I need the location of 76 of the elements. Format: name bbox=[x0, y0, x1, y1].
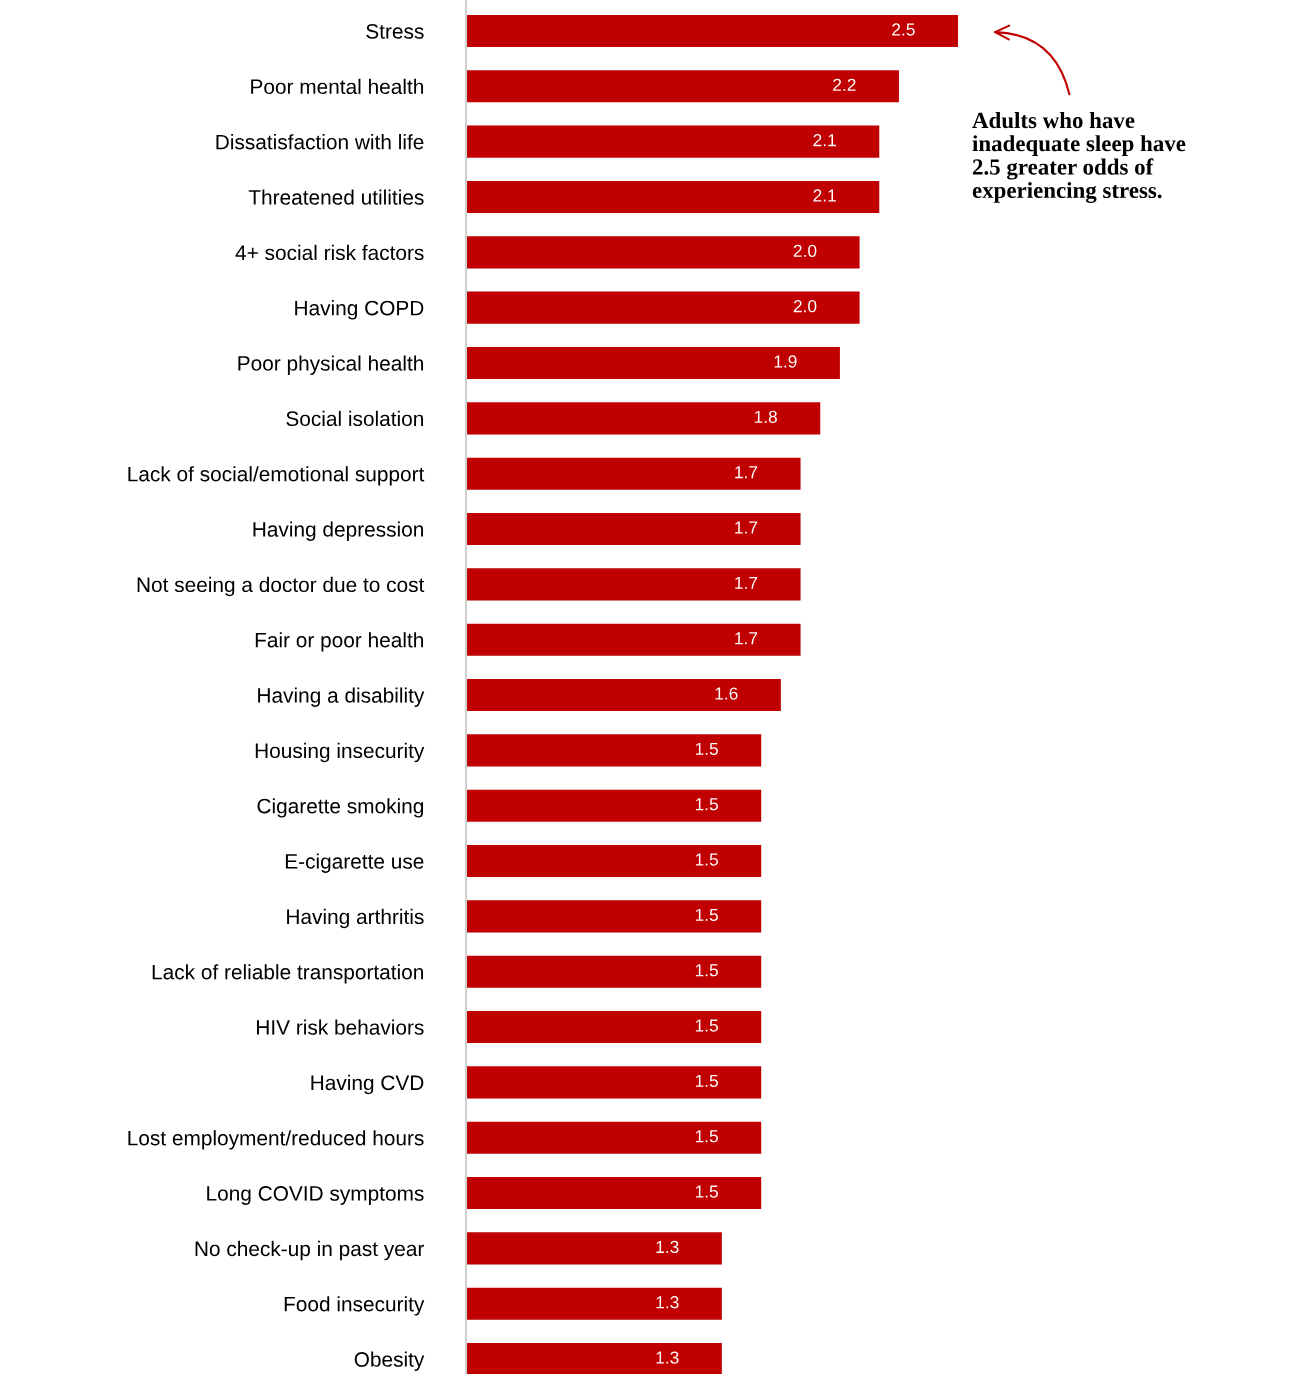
bar bbox=[466, 14, 958, 48]
bar bbox=[466, 236, 860, 269]
y-tick-label: Lack of social/emotional support bbox=[128, 466, 425, 486]
bar bbox=[466, 734, 762, 767]
y-tick-label: Not seeing a doctor due to cost bbox=[137, 576, 425, 597]
y-tick-label: Long COVID symptoms bbox=[207, 1186, 424, 1205]
y-tick-label: Threatened utilities bbox=[248, 189, 424, 205]
bar bbox=[466, 70, 899, 103]
data-label: 1.6 bbox=[715, 687, 738, 700]
bar bbox=[466, 1010, 762, 1044]
data-label: 2.5 bbox=[892, 23, 915, 36]
y-tick-label: Poor mental health bbox=[251, 78, 423, 95]
y-tick-label: E-cigarette use bbox=[285, 853, 424, 873]
y-tick-label: Lost employment/reduced hours bbox=[128, 1130, 424, 1150]
data-label: 1.7 bbox=[735, 466, 758, 479]
y-tick-label: Social isolation bbox=[286, 410, 423, 427]
bar bbox=[466, 402, 821, 435]
data-label: 2.1 bbox=[813, 189, 836, 202]
bar bbox=[466, 346, 840, 380]
data-label: 2.0 bbox=[793, 300, 817, 313]
y-tick-label: Obesity bbox=[354, 1351, 425, 1371]
bar bbox=[466, 1121, 762, 1154]
bar bbox=[466, 180, 880, 214]
bar bbox=[466, 568, 801, 601]
y-tick-label: Having CVD bbox=[311, 1074, 424, 1095]
bar bbox=[466, 955, 762, 988]
data-label: 1.3 bbox=[656, 1240, 679, 1254]
data-label: 1.5 bbox=[695, 1185, 718, 1198]
data-label: 1.5 bbox=[695, 1074, 718, 1088]
bar bbox=[466, 1177, 762, 1210]
bar bbox=[466, 623, 801, 656]
data-label: 1.7 bbox=[735, 521, 758, 534]
bar bbox=[466, 1343, 722, 1374]
bar bbox=[466, 125, 880, 158]
bar bbox=[466, 1232, 722, 1265]
data-label: 1.5 bbox=[695, 1019, 718, 1032]
data-label: 1.3 bbox=[656, 1296, 679, 1309]
data-label: 2.0 bbox=[793, 244, 817, 257]
y-tick-label: Stress bbox=[366, 23, 424, 39]
y-tick-label: Lack of reliable transportation bbox=[152, 964, 423, 984]
data-label: 1.5 bbox=[695, 1130, 718, 1143]
text: Adults who have inadequate sleep have 2.5 greater odds of experiencing stress. bbox=[972, 112, 1186, 203]
data-label: 2.2 bbox=[833, 78, 856, 91]
y-tick-label: Food insecurity bbox=[284, 1296, 425, 1316]
bar bbox=[466, 512, 801, 546]
y-tick-label: Poor physical health bbox=[238, 355, 423, 375]
y-tick-label: 4+ social risk factors bbox=[235, 244, 424, 261]
y-tick-label: Having depression bbox=[253, 521, 423, 541]
data-label: 1.9 bbox=[774, 355, 797, 368]
y-tick-label: Having arthritis bbox=[287, 908, 424, 929]
y-tick-label: Having COPD bbox=[295, 300, 424, 320]
bar bbox=[466, 1287, 722, 1320]
bar bbox=[466, 291, 860, 324]
data-label: 1.5 bbox=[695, 742, 718, 756]
data-label: 1.5 bbox=[695, 908, 718, 922]
bar bbox=[466, 1066, 762, 1099]
y-tick-label: HIV risk behaviors bbox=[257, 1019, 424, 1035]
bar bbox=[466, 844, 762, 878]
bar bbox=[466, 457, 801, 490]
bar bbox=[466, 789, 762, 822]
data-label: 1.5 bbox=[695, 798, 718, 811]
data-label: 1.5 bbox=[695, 853, 718, 866]
y-tick-label: Having a disability bbox=[258, 687, 425, 707]
data-label: 1.3 bbox=[656, 1351, 679, 1364]
data-label: 1.5 bbox=[695, 964, 718, 977]
bar bbox=[466, 678, 781, 712]
data-label: 1.7 bbox=[735, 576, 758, 589]
bar bbox=[466, 900, 762, 933]
y-tick-label: Dissatisfaction with life bbox=[216, 134, 424, 150]
data-label: 1.7 bbox=[735, 632, 758, 645]
y-tick-label: Cigarette smoking bbox=[257, 798, 423, 818]
y-tick-label: No check-up in past year bbox=[195, 1240, 424, 1261]
y-tick-label: Housing insecurity bbox=[255, 742, 425, 763]
y-tick-label: Fair or poor health bbox=[255, 632, 423, 652]
data-label: 1.8 bbox=[754, 410, 777, 423]
data-label: 2.1 bbox=[813, 134, 836, 147]
